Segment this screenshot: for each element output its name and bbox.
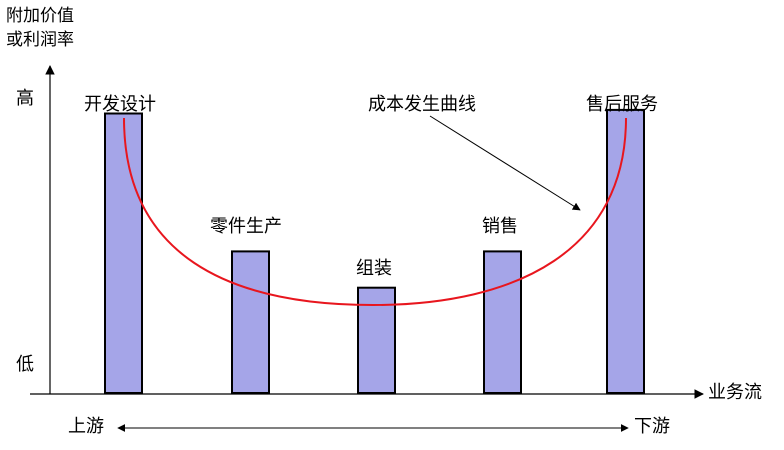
- upstream-label: 上游: [68, 416, 104, 437]
- curve-label: 成本发生曲线: [368, 94, 476, 115]
- stage-label-assembly: 组装: [356, 258, 392, 279]
- stage-label-design: 开发设计: [84, 94, 156, 115]
- y-axis-low-label: 低: [16, 354, 34, 375]
- bar-sales: [483, 250, 522, 394]
- y-axis-title-line2: 或利润率: [6, 30, 74, 50]
- y-axis-title: 附加价值 或利润率: [6, 4, 74, 52]
- curve-pointer-arrow: [429, 115, 581, 211]
- bar-parts: [231, 250, 270, 394]
- bar-design: [104, 112, 143, 394]
- x-axis-title: 业务流: [708, 382, 762, 403]
- bar-assembly: [357, 286, 396, 395]
- stage-label-sales: 销售: [482, 216, 518, 237]
- stage-label-service: 售后服务: [586, 94, 658, 115]
- y-axis-title-line1: 附加价值: [6, 6, 74, 26]
- bar-service: [606, 108, 645, 395]
- stage-label-parts: 零件生产: [210, 216, 282, 237]
- downstream-label: 下游: [634, 416, 670, 437]
- cost-curve: [123, 117, 627, 307]
- y-axis-high-label: 高: [16, 88, 34, 109]
